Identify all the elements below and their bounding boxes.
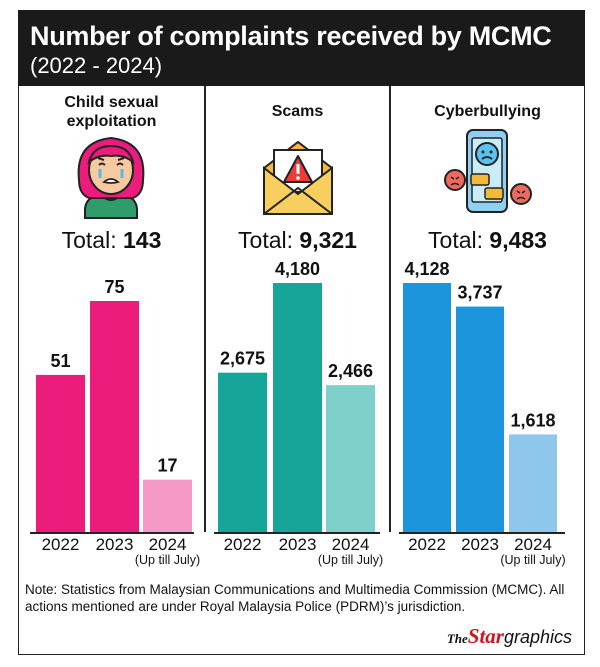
panel-divider bbox=[389, 86, 391, 532]
total-label: Total: 9,321 bbox=[238, 227, 357, 253]
total-label: Total: 143 bbox=[61, 227, 162, 253]
bar-child-2022 bbox=[36, 374, 85, 532]
x-tick-label: 2024 (Up till July) bbox=[130, 536, 206, 567]
panel-scams: Scams Total: 9,321 bbox=[206, 86, 389, 532]
x-tick-label: 2023 bbox=[95, 535, 134, 554]
x-tick-note: (Up till July) bbox=[317, 553, 384, 567]
panel-child-exploitation: Child sexual exploitation Total: 143 bbox=[19, 86, 204, 532]
bar-cyber-2024 bbox=[509, 434, 557, 532]
x-tick-note: (Up till July) bbox=[134, 553, 201, 567]
total-value: 143 bbox=[123, 227, 162, 253]
panel-title: Cyberbullying bbox=[434, 103, 541, 120]
bar-cyber-2023 bbox=[456, 306, 504, 532]
x-tick-note: (Up till July) bbox=[500, 553, 566, 567]
bar-value-label: 4,180 bbox=[275, 259, 320, 279]
x-tick-label: 2023 bbox=[278, 535, 317, 554]
panel-divider bbox=[204, 86, 206, 532]
x-axis-line bbox=[30, 532, 194, 534]
x-axis-line bbox=[399, 532, 565, 534]
the-star-graphics-logo: TheStargraphics bbox=[446, 624, 572, 648]
x-tick-label: 2022 bbox=[223, 535, 262, 554]
x-tick-label: 2022 bbox=[41, 535, 80, 554]
bar-value-label: 2,466 bbox=[328, 361, 373, 381]
panel-cyberbullying: Cyberbullying Total: 9,483 bbox=[391, 86, 584, 532]
header: Number of complaints received by MCMC (2… bbox=[18, 10, 585, 86]
x-tick-label: 2022 bbox=[408, 535, 446, 554]
x-tick-label: 2023 bbox=[461, 535, 499, 554]
bar-value-label: 2,675 bbox=[220, 349, 265, 369]
footnote: Note: Statistics from Malaysian Communic… bbox=[25, 582, 565, 614]
x-axis-line bbox=[214, 532, 380, 534]
bar-value-label: 75 bbox=[104, 277, 124, 297]
warning-envelope-icon bbox=[263, 140, 333, 215]
bar-value-label: 17 bbox=[157, 456, 177, 476]
total-label: Total: 9,483 bbox=[428, 227, 547, 253]
bar-scams-2023 bbox=[273, 283, 322, 532]
bar-value-label: 1,618 bbox=[510, 410, 555, 430]
x-tick-label: 2024 (Up till July) bbox=[495, 536, 571, 567]
panel-title: Child sexual exploitation bbox=[64, 94, 159, 130]
bar-cyber-2022 bbox=[403, 283, 451, 532]
x-tick-label: 2024 (Up till July) bbox=[313, 536, 389, 567]
bar-scams-2024 bbox=[326, 385, 375, 532]
bar-value-label: 51 bbox=[50, 351, 70, 371]
bar-child-2023 bbox=[90, 301, 139, 532]
bar-child-2024 bbox=[143, 479, 192, 532]
page-subtitle: (2022 - 2024) bbox=[30, 53, 163, 78]
page-title: Number of complaints received by MCMC bbox=[30, 21, 552, 51]
total-value: 9,321 bbox=[299, 227, 357, 253]
bar-scams-2022 bbox=[218, 372, 267, 532]
bar-value-label: 3,737 bbox=[457, 283, 502, 303]
sad-phone-icon bbox=[444, 129, 532, 213]
panel-title: Scams bbox=[271, 103, 324, 120]
total-value: 9,483 bbox=[489, 227, 547, 253]
bar-value-label: 4,128 bbox=[404, 259, 449, 279]
crying-girl-icon bbox=[77, 136, 145, 219]
